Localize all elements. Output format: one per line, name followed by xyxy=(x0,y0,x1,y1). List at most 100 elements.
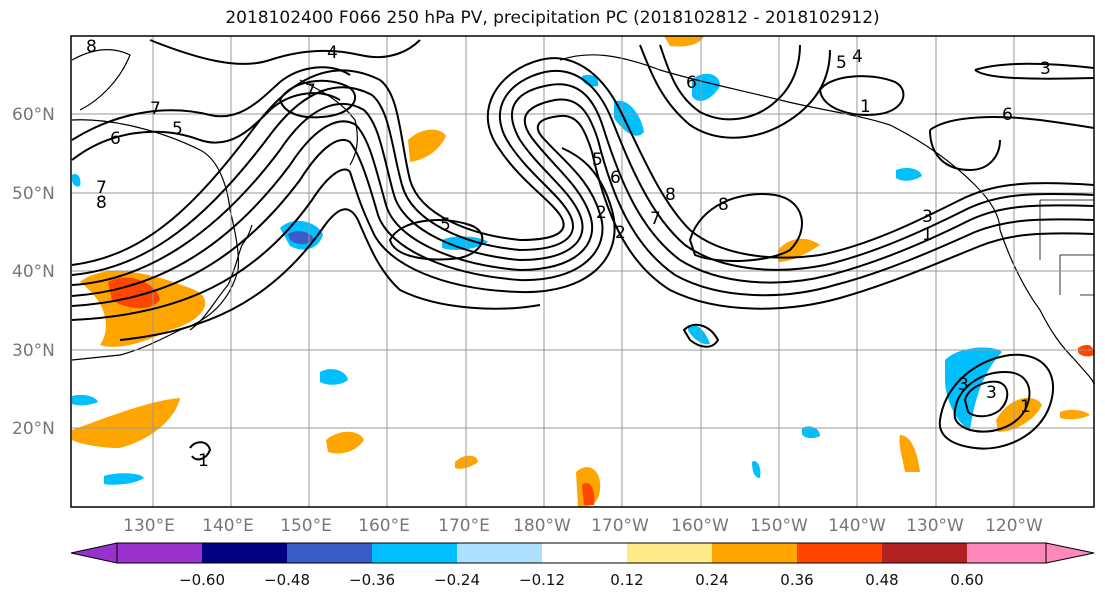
contour-label: 6 xyxy=(1002,105,1013,125)
lon-label: 150°E xyxy=(280,516,332,536)
lon-label: 130°W xyxy=(906,516,964,536)
latitude-labels: 60°N 50°N 40°N 30°N 20°N xyxy=(12,105,55,439)
map-title: 2018102400 F066 250 hPa PV, precipitatio… xyxy=(225,8,880,28)
contour-label: 5 xyxy=(172,119,183,139)
map-frame xyxy=(70,35,1095,508)
precip-negative-area xyxy=(104,473,144,485)
colorbar-frame xyxy=(116,542,1047,564)
lon-label: 140°E xyxy=(202,516,254,536)
colorbar-tick-label: 0.60 xyxy=(950,571,983,589)
lat-label: 50°N xyxy=(12,184,55,204)
contour-label: 5 xyxy=(836,53,847,73)
pv-contour xyxy=(71,114,1094,310)
precip-negative-area xyxy=(442,236,488,250)
pv-contour xyxy=(149,39,421,65)
precip-positive-area xyxy=(778,238,820,262)
asia-coastline xyxy=(71,48,240,361)
graticule xyxy=(71,36,1094,507)
precip-strong-positive-area xyxy=(582,482,595,505)
contour-label: 7 xyxy=(96,178,107,198)
contour-label: 6 xyxy=(686,73,697,93)
lon-label: 180°W xyxy=(513,516,571,536)
north-america-coastline xyxy=(999,229,1094,386)
contour-label: 3 xyxy=(958,375,969,395)
pv-contour xyxy=(953,370,1031,433)
colorbar-segment xyxy=(117,543,202,563)
precip-negative-area xyxy=(582,74,599,87)
pv-contour xyxy=(71,92,341,161)
contour-label: 8 xyxy=(96,193,107,213)
alaska-coastline xyxy=(559,54,1001,231)
pv-contour xyxy=(639,44,831,139)
contour-label: 7 xyxy=(150,99,161,119)
pv-contour xyxy=(71,83,1094,286)
pv-contour xyxy=(388,219,484,261)
contour-label: 3 xyxy=(922,207,933,227)
contour-label: 8 xyxy=(718,195,729,215)
lon-label: 120°W xyxy=(985,516,1043,536)
precip-positive-area xyxy=(408,129,446,162)
pv-contour xyxy=(71,98,1094,297)
pv-contour xyxy=(189,441,212,461)
lon-label: 140°W xyxy=(828,516,886,536)
pv-contour xyxy=(963,380,1009,418)
precip-positive-area xyxy=(996,397,1042,432)
pv-contour xyxy=(71,66,351,141)
contour-label: 1 xyxy=(860,97,871,117)
precip-negative-area xyxy=(802,426,820,439)
precip-positive-area xyxy=(899,435,920,472)
precip-negative-area xyxy=(320,369,348,385)
colorbar-segment xyxy=(967,543,1046,563)
kamchatka-coastline xyxy=(299,79,358,166)
contour-label: 8 xyxy=(665,185,676,205)
lon-label: 130°E xyxy=(123,516,175,536)
colorbar-segment xyxy=(882,543,967,563)
precip-negative-area xyxy=(752,460,761,478)
lat-label: 20°N xyxy=(12,419,55,439)
pv-contour xyxy=(938,353,1055,450)
precip-strong-negative-area xyxy=(288,231,314,245)
precip-negative-area xyxy=(72,174,81,187)
contour-label: 3 xyxy=(1040,59,1051,79)
pv-contour xyxy=(119,208,541,341)
pv-contour xyxy=(659,44,801,121)
contour-label: 6 xyxy=(610,168,621,188)
precip-negative-area xyxy=(896,168,922,181)
colorbar-segment xyxy=(712,543,797,563)
contour-label: 7 xyxy=(650,209,661,229)
colorbar-tick-label: −0.24 xyxy=(434,571,480,589)
us-state-borders xyxy=(1039,199,1094,296)
colorbar-tick-label: 0.24 xyxy=(695,571,728,589)
colorbar-under-extension xyxy=(70,542,118,564)
precip-strong-positive-area xyxy=(1078,344,1094,357)
colorbar-segment xyxy=(287,543,372,563)
colorbar-segment xyxy=(372,543,457,563)
colorbar-tick-label: 0.36 xyxy=(780,571,813,589)
contour-label: 2 xyxy=(596,203,607,223)
colorbar-ticks: −0.60 −0.48 −0.36 −0.24 −0.12 0.12 0.24 … xyxy=(179,571,984,589)
contour-label: 6 xyxy=(110,129,121,149)
pv-contour xyxy=(929,116,1094,172)
contour-label: 7 xyxy=(305,81,316,101)
colorbar-tick-label: −0.12 xyxy=(519,571,565,589)
colorbar-tick-label: −0.60 xyxy=(179,571,225,589)
contour-label: 3 xyxy=(986,383,997,403)
pv-contours xyxy=(71,39,1094,461)
pv-contour xyxy=(71,69,1094,276)
pv-contour xyxy=(682,323,720,348)
colorbar-segment xyxy=(542,543,627,563)
contour-label: 4 xyxy=(852,47,863,67)
lat-label: 40°N xyxy=(12,262,55,282)
contour-label: 5 xyxy=(440,215,451,235)
precip-negative-area xyxy=(72,394,98,406)
longitude-labels: 130°E 140°E 150°E 160°E 170°E 180°W 170°… xyxy=(123,516,1043,536)
pv-contour xyxy=(688,193,803,262)
contour-label: 4 xyxy=(327,43,338,63)
colorbar-segment xyxy=(797,543,882,563)
contour-label: 1 xyxy=(198,451,209,471)
colorbar-over-extension xyxy=(1045,542,1095,564)
contour-label: 2 xyxy=(615,223,626,243)
contour-label: 8 xyxy=(86,37,97,57)
lon-label: 160°E xyxy=(358,516,410,536)
